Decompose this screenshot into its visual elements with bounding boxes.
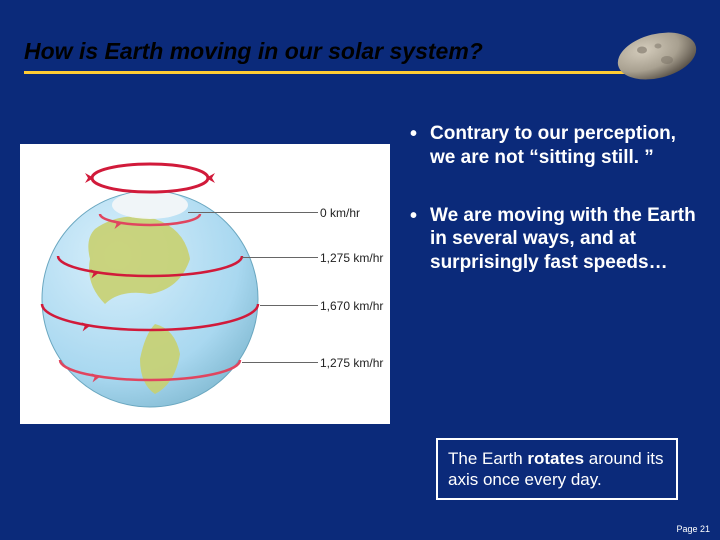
label-leader-line <box>242 257 318 258</box>
title-underline <box>24 71 664 74</box>
speed-label: 0 km/hr <box>320 206 360 220</box>
bullet-2: We are moving with the Earth in several … <box>408 204 700 275</box>
rotation-callout: The Earth rotates around its axis once e… <box>436 438 678 501</box>
label-leader-line <box>242 362 318 363</box>
bullet-list: Contrary to our perception, we are not “… <box>408 104 700 424</box>
callout-bold: rotates <box>527 449 584 468</box>
label-leader-line <box>260 305 318 306</box>
bullet-1: Contrary to our perception, we are not “… <box>408 122 700 170</box>
earth-rotation-diagram: 0 km/hr 1,275 km/hr 1,670 km/hr 1,275 km/hr <box>20 144 390 424</box>
speed-label: 1,275 km/hr <box>320 251 383 265</box>
speed-label: 1,670 km/hr <box>320 299 383 313</box>
title-bar: How is Earth moving in our solar system? <box>0 0 720 84</box>
speed-label: 1,275 km/hr <box>320 356 383 370</box>
label-leader-line <box>188 212 318 213</box>
slide-title: How is Earth moving in our solar system? <box>24 38 696 65</box>
asteroid-image <box>612 20 702 90</box>
page-number: Page 21 <box>676 524 710 534</box>
callout-pre: The Earth <box>448 449 527 468</box>
content-area: 0 km/hr 1,275 km/hr 1,670 km/hr 1,275 km/hr… <box>0 84 720 424</box>
